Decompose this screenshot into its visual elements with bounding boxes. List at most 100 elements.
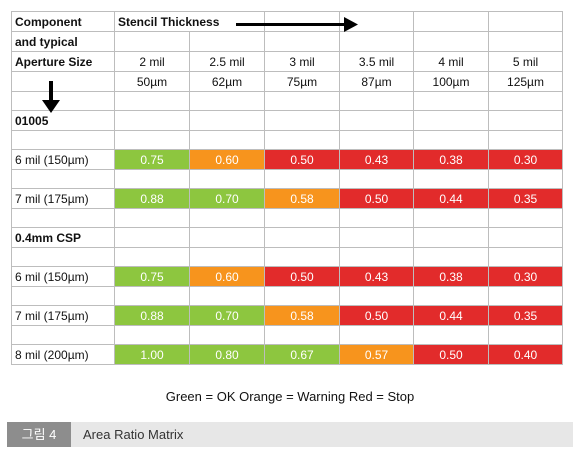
ratio-cell: 0.75 [114,266,190,287]
table-row: 6 mil (150µm) 0.75 0.60 0.50 0.43 0.38 0.30 [11,149,563,170]
empty-cell [488,110,563,131]
empty-cell [264,286,340,306]
empty-cell [339,91,414,111]
empty-cell [488,208,563,228]
empty-cell [189,169,265,189]
ratio-cell: 0.38 [413,266,489,287]
empty-cell [264,91,340,111]
empty-cell [339,208,414,228]
color-legend: Green = OK Orange = Warning Red = Stop [165,389,415,404]
empty-cell [114,91,190,111]
ratio-cell: 0.50 [264,149,340,170]
empty-cell [11,91,115,111]
empty-cell [339,325,414,345]
empty-cell [11,169,115,189]
ratio-cell: 0.60 [189,266,265,287]
empty-cell [189,325,265,345]
header-component: Component [11,11,115,32]
empty-cell [339,286,414,306]
table-row: 50µm 62µm 75µm 87µm 100µm 125µm [11,71,563,92]
header-micron: 100µm [413,71,489,92]
header-micron: 87µm [339,71,414,92]
table-row: 6 mil (150µm) 0.75 0.60 0.50 0.43 0.38 0.30 [11,266,563,287]
arrow-right-icon [236,17,358,32]
empty-cell [488,325,563,345]
table-row: Aperture Size 2 mil 2.5 mil 3 mil 3.5 mil 4 m… [11,51,563,72]
empty-cell [413,130,489,150]
area-ratio-table: Component Stencil Thickness and typical Ape… [11,11,563,365]
header-mil: 4 mil [413,51,489,72]
empty-cell [413,91,489,111]
empty-cell [114,130,190,150]
ratio-cell: 0.50 [264,266,340,287]
figure-tag: 그림 4 [7,422,71,447]
header-micron: 50µm [114,71,190,92]
empty-cell [264,169,340,189]
aperture-label: 6 mil (150µm) [11,266,115,287]
ratio-cell: 0.50 [413,344,489,365]
empty-cell [189,247,265,267]
ratio-cell: 0.70 [189,305,265,326]
ratio-cell: 0.35 [488,305,563,326]
empty-cell [413,169,489,189]
empty-cell [114,208,190,228]
empty-cell [189,31,265,52]
header-micron: 75µm [264,71,340,92]
header-component: and typical [11,31,115,52]
empty-cell [264,208,340,228]
empty-cell [264,325,340,345]
empty-cell [413,110,489,131]
empty-cell [413,227,489,248]
ratio-cell: 0.30 [488,149,563,170]
empty-cell [114,110,190,131]
empty-cell [339,247,414,267]
aperture-label: 7 mil (175µm) [11,305,115,326]
table-row [11,169,563,189]
header-micron: 62µm [189,71,265,92]
empty-cell [264,110,340,131]
figure-caption: 그림 4 Area Ratio Matrix [7,422,573,447]
header-mil: 2.5 mil [189,51,265,72]
ratio-cell: 0.75 [114,149,190,170]
ratio-cell: 0.57 [339,344,414,365]
table-row: 7 mil (175µm) 0.88 0.70 0.58 0.50 0.44 0.35 [11,305,563,326]
empty-cell [413,208,489,228]
ratio-cell: 0.60 [189,149,265,170]
header-mil: 5 mil [488,51,563,72]
ratio-cell: 0.80 [189,344,265,365]
empty-cell [114,31,190,52]
empty-cell [339,169,414,189]
ratio-cell: 0.44 [413,188,489,209]
empty-cell [189,91,265,111]
empty-cell [488,247,563,267]
empty-cell [114,286,190,306]
ratio-cell: 0.88 [114,305,190,326]
empty-cell [488,11,563,32]
empty-cell [488,31,563,52]
empty-cell [413,31,489,52]
empty-cell [339,31,414,52]
header-mil: 2 mil [114,51,190,72]
ratio-cell: 1.00 [114,344,190,365]
section-title: 01005 [11,110,115,131]
empty-cell [114,247,190,267]
empty-cell [488,169,563,189]
table-row [11,325,563,345]
empty-cell [413,325,489,345]
table-row: and typical [11,31,563,52]
header-mil: 3.5 mil [339,51,414,72]
aperture-label: 6 mil (150µm) [11,149,115,170]
ratio-cell: 0.58 [264,188,340,209]
figure-title: Area Ratio Matrix [83,427,184,442]
table-row [11,208,563,228]
empty-cell [189,110,265,131]
table-row [11,286,563,306]
ratio-cell: 0.58 [264,305,340,326]
ratio-cell: 0.50 [339,188,414,209]
empty-cell [11,247,115,267]
empty-cell [413,247,489,267]
empty-cell [11,286,115,306]
empty-cell [189,130,265,150]
ratio-cell: 0.40 [488,344,563,365]
empty-cell [488,91,563,111]
